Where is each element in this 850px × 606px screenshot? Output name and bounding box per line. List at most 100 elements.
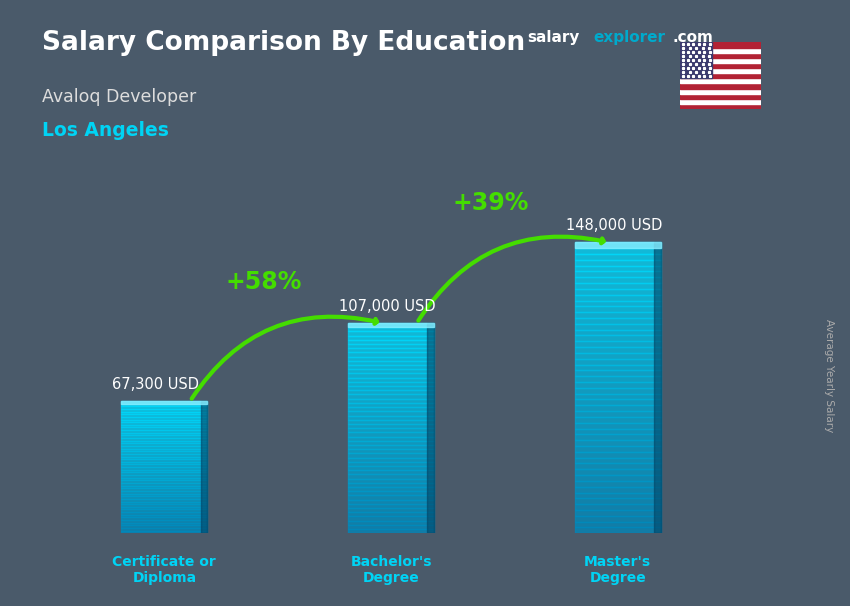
Bar — [680, 53, 761, 58]
Text: explorer: explorer — [593, 30, 666, 45]
Bar — [348, 449, 434, 453]
Bar — [348, 378, 434, 382]
Bar — [575, 301, 660, 307]
Bar — [575, 469, 660, 475]
Bar — [575, 341, 660, 347]
Bar — [575, 411, 660, 417]
Bar — [348, 395, 434, 399]
Bar — [348, 373, 434, 378]
Bar — [348, 365, 434, 369]
Bar — [575, 399, 660, 405]
Bar — [348, 331, 434, 336]
Bar — [575, 265, 660, 271]
Bar — [348, 508, 434, 512]
Bar — [575, 324, 660, 330]
Bar — [348, 516, 434, 521]
Bar — [348, 504, 434, 508]
Bar — [348, 458, 434, 462]
Bar — [122, 419, 207, 422]
Bar — [348, 369, 434, 373]
Bar — [348, 340, 434, 344]
Bar — [680, 42, 712, 78]
Bar — [575, 365, 660, 370]
Bar — [575, 516, 660, 522]
Bar — [575, 382, 660, 388]
Bar — [122, 456, 207, 459]
Bar — [575, 278, 660, 283]
Bar — [122, 488, 207, 491]
Bar — [348, 356, 434, 361]
Bar — [348, 424, 434, 428]
Bar — [122, 481, 207, 483]
Bar — [575, 522, 660, 527]
Text: Bachelor's
Degree: Bachelor's Degree — [350, 555, 432, 585]
Bar — [575, 283, 660, 289]
Bar — [348, 390, 434, 395]
Bar — [122, 422, 207, 425]
Bar — [348, 466, 434, 470]
Bar — [348, 453, 434, 458]
Text: 67,300 USD: 67,300 USD — [112, 377, 199, 392]
Bar — [122, 459, 207, 462]
Bar — [575, 510, 660, 516]
Bar — [575, 260, 660, 265]
Bar — [575, 359, 660, 365]
Bar — [122, 523, 207, 525]
Bar — [348, 483, 434, 487]
Bar — [680, 88, 761, 94]
Bar — [201, 401, 207, 533]
Bar — [680, 47, 761, 53]
Bar — [122, 478, 207, 481]
Bar — [348, 491, 434, 496]
Bar — [348, 487, 434, 491]
Bar — [575, 423, 660, 428]
Bar — [348, 353, 434, 356]
Bar — [122, 528, 207, 531]
Bar — [122, 425, 207, 427]
Bar — [575, 376, 660, 382]
Bar — [348, 474, 434, 479]
Bar — [575, 242, 660, 248]
Bar — [575, 481, 660, 487]
Text: Master's
Degree: Master's Degree — [584, 555, 651, 585]
Bar — [575, 527, 660, 533]
Bar — [575, 458, 660, 464]
FancyArrowPatch shape — [418, 236, 604, 321]
Bar — [680, 84, 761, 88]
Bar — [575, 312, 660, 318]
Text: +58%: +58% — [225, 270, 302, 294]
Bar — [348, 323, 434, 327]
Bar — [680, 68, 761, 73]
Bar — [575, 242, 660, 248]
Bar — [122, 406, 207, 409]
Bar — [122, 415, 207, 417]
Bar — [575, 318, 660, 324]
Bar — [428, 323, 434, 533]
Bar — [575, 475, 660, 481]
Bar — [575, 493, 660, 498]
Bar — [575, 388, 660, 394]
Bar — [122, 451, 207, 454]
Bar — [122, 435, 207, 438]
Bar — [122, 512, 207, 514]
Bar — [122, 430, 207, 433]
Text: 148,000 USD: 148,000 USD — [565, 218, 662, 233]
Bar — [122, 467, 207, 470]
Bar — [122, 464, 207, 467]
Bar — [575, 248, 660, 254]
Bar — [122, 454, 207, 456]
Bar — [122, 448, 207, 451]
Text: Los Angeles: Los Angeles — [42, 121, 169, 140]
Bar — [680, 94, 761, 99]
Bar — [122, 518, 207, 520]
Bar — [575, 435, 660, 440]
Bar — [122, 446, 207, 448]
Bar — [122, 462, 207, 464]
Bar — [680, 42, 761, 47]
Bar — [680, 73, 761, 78]
Bar — [122, 475, 207, 478]
Bar — [122, 494, 207, 496]
Bar — [348, 407, 434, 411]
Bar — [122, 499, 207, 502]
Bar — [122, 525, 207, 528]
